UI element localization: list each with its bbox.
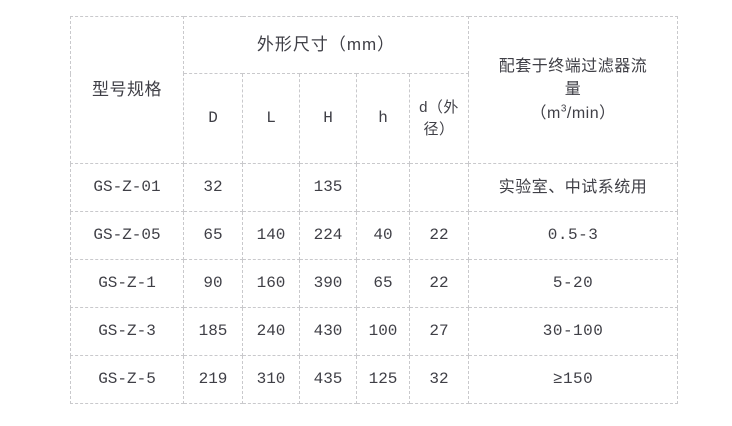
cell-L bbox=[242, 163, 300, 212]
header-model-spec: 型号规格 bbox=[70, 16, 184, 164]
table-row: GS-Z-5 219 310 435 125 32 ≥150 bbox=[70, 355, 679, 404]
cell-D: 32 bbox=[183, 163, 243, 212]
cell-model: GS-Z-3 bbox=[70, 307, 184, 356]
cell-flow-rate: 30-100 bbox=[468, 307, 679, 356]
header-col-h: h bbox=[356, 73, 410, 164]
cell-model: GS-Z-1 bbox=[70, 259, 184, 308]
cell-flow-rate: 5-20 bbox=[468, 259, 679, 308]
cell-outer-diameter: 27 bbox=[408, 307, 470, 356]
flow-unit-suffix: /min） bbox=[566, 104, 616, 122]
cell-h bbox=[356, 163, 410, 212]
header-flow-rate: 配套于终端过滤器流 量 （m3/min） bbox=[468, 16, 679, 164]
flow-unit-superscript: 3 bbox=[560, 103, 567, 115]
header-row-columns: D L H h d（外 径） bbox=[71, 73, 678, 164]
cell-D: 90 bbox=[183, 259, 243, 308]
table-row: GS-Z-1 90 160 390 65 22 5-20 bbox=[70, 259, 679, 308]
header-flow-line1: 配套于终端过滤器流 bbox=[498, 58, 648, 76]
cell-H: 135 bbox=[299, 163, 357, 212]
table-row: GS-Z-3 185 240 430 100 27 30-100 bbox=[70, 307, 679, 356]
cell-flow-rate: ≥150 bbox=[468, 355, 679, 404]
header-col-outer-diameter: d（外 径） bbox=[408, 73, 470, 164]
cell-D: 185 bbox=[183, 307, 243, 356]
header-row-group: 型号规格 外形尺寸（mm） 配套于终端过滤器流 量 （m3/min） bbox=[70, 16, 679, 164]
table-row: GS-Z-01 32 135 实验室、中试系统用 bbox=[70, 163, 679, 212]
cell-h: 65 bbox=[356, 259, 410, 308]
specification-table-container: 型号规格 外形尺寸（mm） 配套于终端过滤器流 量 （m3/min） D L H… bbox=[70, 16, 679, 404]
header-col-H: H bbox=[299, 73, 357, 164]
cell-L: 240 bbox=[242, 307, 300, 356]
cell-H: 430 bbox=[299, 307, 357, 356]
cell-h: 40 bbox=[356, 211, 410, 260]
outer-diameter-line2: 径） bbox=[423, 120, 455, 138]
header-flow-unit: （m3/min） bbox=[530, 103, 616, 122]
cell-H: 435 bbox=[299, 355, 357, 404]
specification-table: 型号规格 外形尺寸（mm） 配套于终端过滤器流 量 （m3/min） D L H… bbox=[70, 16, 679, 404]
cell-h: 100 bbox=[356, 307, 410, 356]
cell-D: 65 bbox=[183, 211, 243, 260]
header-col-L: L bbox=[242, 73, 300, 164]
cell-model: GS-Z-01 bbox=[70, 163, 184, 212]
cell-H: 390 bbox=[299, 259, 357, 308]
cell-outer-diameter: 22 bbox=[408, 259, 470, 308]
cell-L: 160 bbox=[242, 259, 300, 308]
cell-flow-rate: 0.5-3 bbox=[468, 211, 679, 260]
cell-model: GS-Z-5 bbox=[70, 355, 184, 404]
cell-outer-diameter: 22 bbox=[408, 211, 470, 260]
cell-h: 125 bbox=[356, 355, 410, 404]
cell-L: 310 bbox=[242, 355, 300, 404]
header-flow-line2: 量 bbox=[564, 81, 582, 99]
cell-flow-rate: 实验室、中试系统用 bbox=[468, 163, 679, 212]
cell-outer-diameter: 32 bbox=[408, 355, 470, 404]
outer-diameter-line1: d（外 bbox=[419, 98, 459, 116]
cell-D: 219 bbox=[183, 355, 243, 404]
cell-H: 224 bbox=[299, 211, 357, 260]
header-dimensions-group: 外形尺寸（mm） bbox=[182, 16, 470, 74]
flow-unit-prefix: （m bbox=[530, 104, 561, 122]
cell-model: GS-Z-05 bbox=[70, 211, 184, 260]
cell-L: 140 bbox=[242, 211, 300, 260]
header-col-D: D bbox=[183, 73, 243, 164]
cell-outer-diameter bbox=[408, 163, 470, 212]
table-row: GS-Z-05 65 140 224 40 22 0.5-3 bbox=[70, 211, 679, 260]
